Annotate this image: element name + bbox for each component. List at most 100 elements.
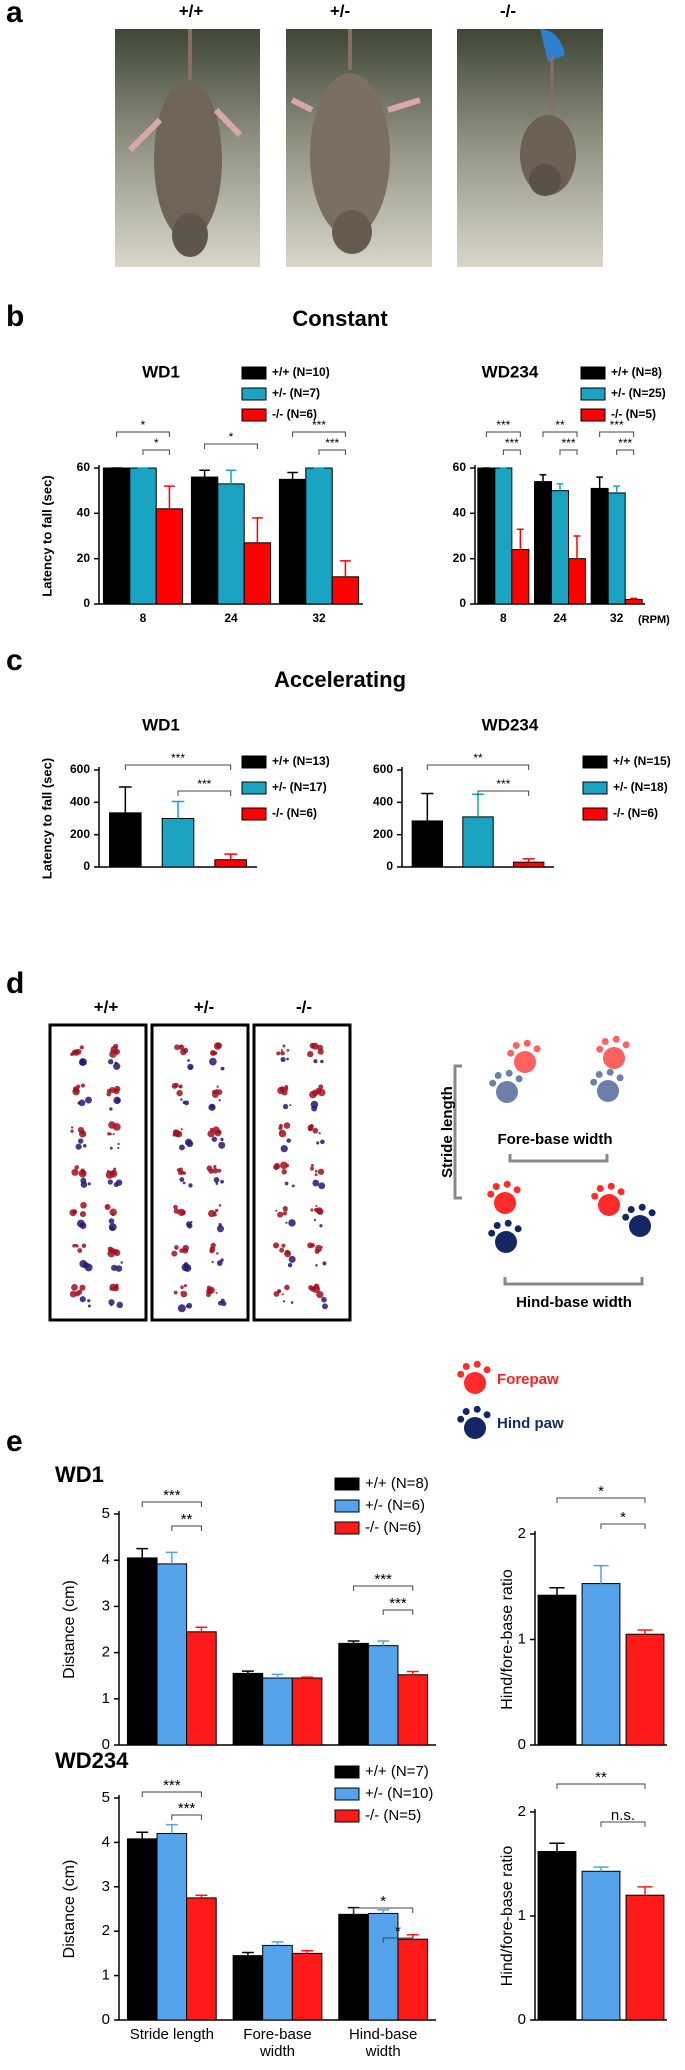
footprint-dot (280, 1145, 288, 1153)
footprint-dot (216, 1252, 219, 1255)
paw-toe (494, 1072, 502, 1079)
legend-label: +/+ (N=8) (365, 1475, 429, 1492)
significance-label: ** (595, 1769, 607, 1786)
error-bar (301, 1949, 314, 1954)
bar (190, 476, 219, 605)
error-bar (421, 792, 434, 821)
error-bar (471, 793, 485, 817)
footprint-dot (113, 1096, 121, 1105)
footprint-dot (307, 1050, 314, 1058)
significance-bracket (142, 449, 170, 455)
footprint-dot (212, 1211, 216, 1215)
legend-label: +/- (N=7) (272, 386, 320, 400)
bar (411, 820, 444, 868)
error-bar (271, 1941, 284, 1946)
significance-label: *** (163, 1777, 181, 1794)
bar (397, 1938, 429, 2021)
footprint-dot (317, 1168, 325, 1175)
error-bar (171, 800, 185, 819)
paw (629, 1215, 651, 1237)
paw (514, 1051, 536, 1073)
footprint-dot (113, 1062, 121, 1070)
footprint-dot (108, 1247, 116, 1254)
footprint-dot (185, 1221, 192, 1227)
paw (464, 1372, 486, 1394)
y-tick-label: 0 (102, 1736, 110, 1753)
footprint-dot (74, 1291, 81, 1297)
footprint-dot (80, 1083, 86, 1088)
bar (232, 1955, 264, 2021)
y-axis-label: Hind/fore-base ratio (499, 1569, 516, 1710)
footprint-dot (280, 1050, 285, 1056)
footprint-dot (217, 1130, 222, 1134)
legend-label: +/- (N=6) (365, 1497, 425, 1514)
footprint-dot (312, 1179, 320, 1187)
significance-label: * (620, 1509, 626, 1526)
significance-label: *** (618, 436, 632, 450)
footprint-dot (214, 1089, 220, 1094)
footprint-dot (316, 1141, 320, 1145)
footprint-dot (77, 1138, 84, 1144)
legend-label: -/- (N=5) (365, 1807, 421, 1824)
footprint-dot (315, 1244, 323, 1252)
footprint-dot (79, 1058, 87, 1066)
chart-title: WD1 (142, 715, 180, 734)
footprint-dot (218, 1223, 222, 1227)
footprint-dot (213, 1164, 217, 1169)
chart-title: WD234 (55, 1748, 129, 1773)
footprint-dot (275, 1209, 278, 1212)
bar (186, 1631, 217, 1746)
significance-label: *** (178, 1800, 196, 1817)
legend-label: Forepaw (497, 1371, 559, 1388)
legend-swatch (241, 807, 267, 821)
footprint-dot (108, 1218, 115, 1224)
bar (537, 1851, 577, 2021)
genotype-label: +/- (330, 1, 350, 20)
footprint-dot (220, 1066, 225, 1071)
footprint-dot (173, 1130, 181, 1138)
section-title: Constant (292, 306, 388, 331)
significance-bracket (382, 1609, 414, 1615)
paw-toe (473, 1405, 481, 1413)
paw-toe (489, 1079, 497, 1087)
legend-label: -/- (N=6) (365, 1519, 421, 1536)
error-bar (340, 560, 351, 577)
footprint-dot (207, 1130, 215, 1138)
bar (581, 1870, 621, 2021)
genotype-label: +/+ (179, 1, 204, 20)
footprint-dot (317, 1208, 324, 1215)
significance-bracket (485, 431, 521, 437)
footprint-dot (189, 1066, 193, 1070)
footprint-dot (114, 1061, 118, 1065)
paw-toe (513, 1186, 521, 1194)
footprint-dot (182, 1247, 189, 1254)
bar (607, 492, 626, 605)
footprint-dot (276, 1051, 281, 1056)
panel-label: c (6, 644, 23, 677)
paw-toe (462, 1408, 470, 1415)
y-tick-label: 40 (453, 506, 467, 520)
footprint-dot (282, 1205, 288, 1212)
footprint-dot (313, 1218, 317, 1222)
x-axis-label: (RPM) (638, 614, 670, 626)
footprint-dot (221, 1300, 227, 1307)
footprint-dot (73, 1087, 79, 1094)
paw (597, 1080, 619, 1102)
error-bar (241, 1670, 254, 1674)
significance-label: ** (555, 418, 565, 432)
significance-bracket (556, 1783, 646, 1789)
footprint-dot (310, 1163, 314, 1167)
y-tick-label: 1 (518, 1907, 526, 1924)
y-tick-label: 0 (518, 2011, 526, 2028)
legend-label: Hind paw (497, 1415, 564, 1432)
footprint-dot (115, 1265, 123, 1272)
footprint-dot (112, 1122, 121, 1131)
bar (155, 508, 184, 605)
legend-label: +/+ (N=15) (613, 754, 671, 768)
footprint-dot (116, 1301, 123, 1309)
error-bar (593, 1564, 609, 1584)
footprint-dot (273, 1162, 281, 1170)
error-bar (539, 474, 547, 482)
legend-label: +/+ (N=8) (611, 365, 662, 379)
